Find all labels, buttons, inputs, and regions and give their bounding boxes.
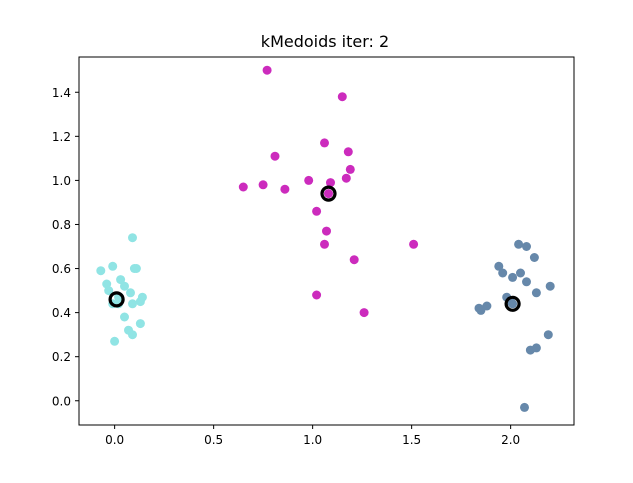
data-point-cluster-3 [529, 253, 539, 262]
data-point-cluster-3 [476, 305, 486, 315]
medoid-marker [320, 185, 337, 202]
data-point-cluster-2 [322, 226, 331, 236]
y-tick-label: 0.8 [52, 218, 71, 232]
data-point-cluster-1 [128, 233, 137, 243]
medoids-layer [108, 185, 521, 312]
data-point-cluster-1 [108, 261, 118, 271]
x-tick-label: 1.0 [303, 433, 322, 447]
data-point-cluster-2 [312, 206, 322, 216]
y-tick-label: 0.0 [52, 394, 71, 408]
y-tick-label: 0.2 [52, 350, 71, 364]
data-point-cluster-3 [545, 281, 555, 291]
data-point-cluster-2 [341, 173, 351, 183]
data-point-cluster-2 [258, 180, 268, 190]
data-point-cluster-2 [409, 239, 419, 249]
chart-title: kMedoids iter: 2 [261, 32, 389, 51]
medoid-marker [504, 295, 521, 312]
y-tick-label: 1.4 [52, 86, 71, 100]
medoid-marker [108, 291, 125, 308]
data-point-cluster-2 [320, 138, 329, 148]
data-point-cluster-2 [262, 65, 272, 75]
data-point-cluster-1 [131, 264, 141, 273]
data-point-cluster-1 [120, 312, 129, 322]
data-point-cluster-3 [520, 402, 529, 412]
y-tick-label: 1.0 [52, 174, 71, 188]
data-point-cluster-3 [522, 242, 531, 251]
data-point-cluster-3 [494, 261, 504, 271]
data-point-cluster-1 [96, 266, 106, 276]
data-point-cluster-2 [349, 255, 359, 265]
x-axis: 0.0 0.5 1.0 1.5 2.0 [105, 425, 520, 447]
data-point-cluster-3 [522, 277, 531, 287]
data-point-cluster-1 [126, 288, 135, 298]
data-point-cluster-2 [238, 182, 248, 192]
data-point-cluster-3 [514, 239, 524, 249]
data-point-cluster-1 [110, 336, 120, 346]
y-axis: 0.0 0.2 0.4 0.6 0.8 1.0 1.2 1.4 [52, 86, 79, 408]
plot-area-frame [78, 56, 575, 426]
y-tick-label: 0.4 [52, 306, 71, 320]
data-point-cluster-2 [326, 178, 335, 188]
data-point-cluster-2 [280, 184, 290, 194]
data-point-cluster-3 [516, 268, 525, 278]
data-point-cluster-1 [116, 275, 126, 285]
data-point-cluster-2 [343, 147, 353, 157]
x-tick-label: 0.5 [204, 433, 223, 447]
data-point-cluster-3 [498, 268, 508, 278]
y-tick-label: 1.2 [52, 130, 71, 144]
data-point-cluster-2 [312, 290, 322, 300]
data-point-cluster-2 [345, 164, 355, 174]
data-point-cluster-3 [543, 330, 553, 340]
x-tick-label: 0.0 [105, 433, 124, 447]
data-point-cluster-1 [135, 319, 145, 329]
data-point-cluster-1 [135, 297, 145, 307]
data-point-cluster-3 [531, 288, 541, 298]
y-tick-label: 0.6 [52, 262, 71, 276]
data-point-cluster-3 [525, 345, 535, 355]
x-tick-label: 2.0 [501, 433, 520, 447]
data-point-cluster-1 [128, 330, 137, 340]
data-point-cluster-3 [508, 299, 518, 309]
x-tick-label: 1.5 [402, 433, 421, 447]
data-point-cluster-2 [304, 175, 314, 185]
data-point-cluster-2 [270, 151, 280, 161]
data-point-cluster-1 [104, 286, 114, 296]
data-point-cluster-2 [324, 189, 333, 199]
data-point-cluster-2 [359, 308, 369, 318]
data-point-cluster-1 [128, 299, 137, 309]
data-point-cluster-1 [120, 281, 129, 291]
data-point-cluster-2 [337, 92, 347, 102]
data-point-cluster-2 [320, 239, 329, 249]
data-point-cluster-3 [508, 272, 518, 282]
